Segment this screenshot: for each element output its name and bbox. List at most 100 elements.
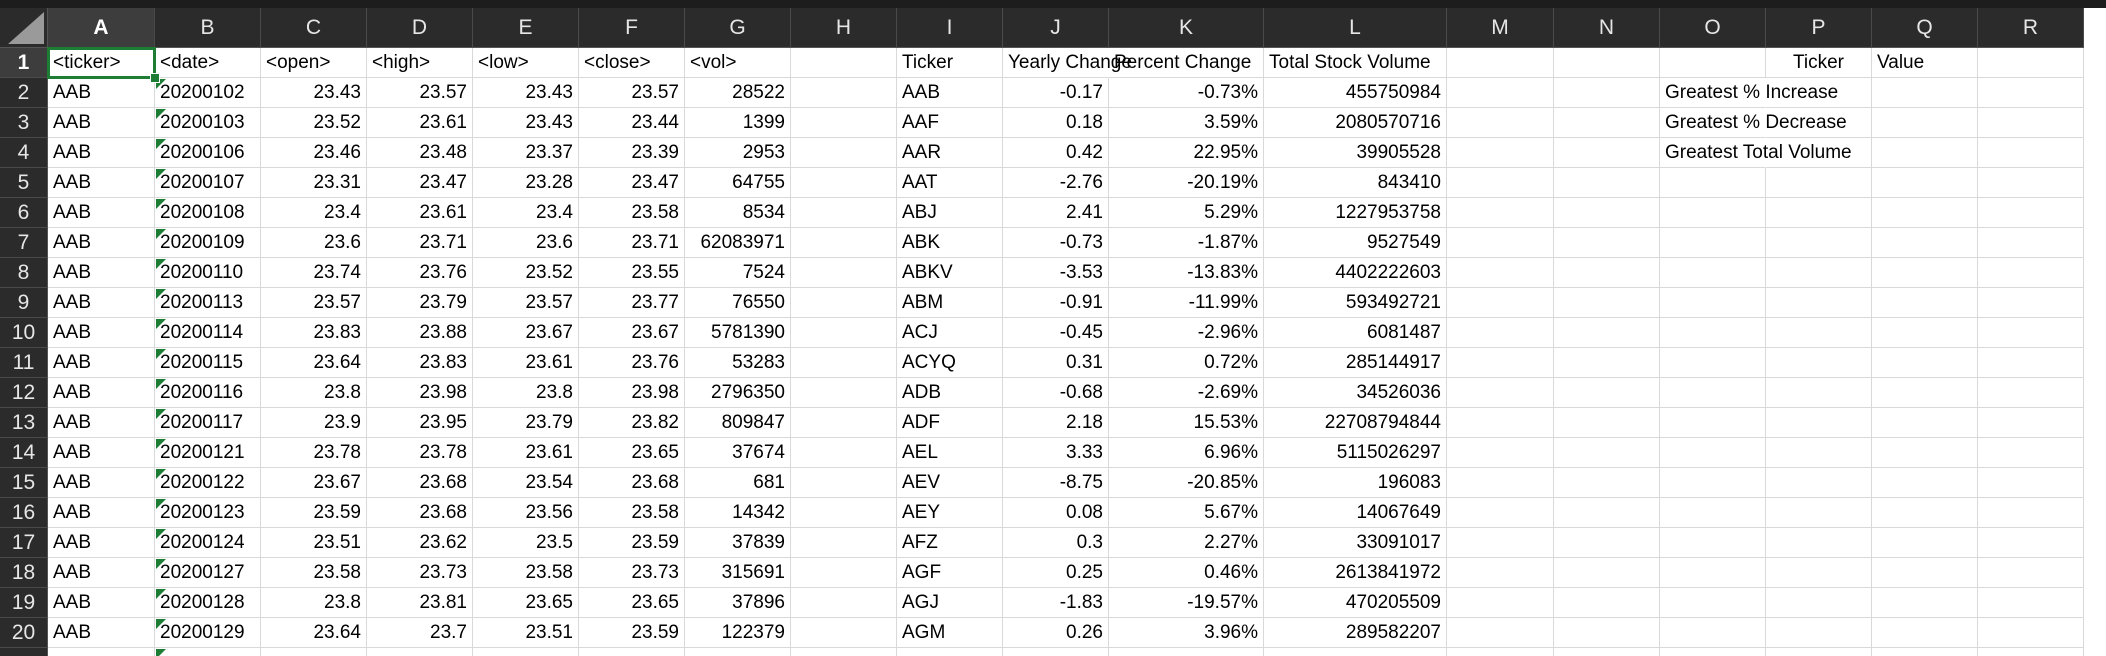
cell-d9[interactable]: 23.79 [367, 288, 473, 318]
cell-i3[interactable]: AAF [897, 108, 1003, 138]
cell-l18[interactable]: 2613841972 [1264, 558, 1447, 588]
row-header-11[interactable]: 11 [0, 348, 48, 378]
cell-k7[interactable]: -1.87% [1109, 228, 1264, 258]
cell-b5[interactable]: 20200107 [155, 168, 261, 198]
cell-h14[interactable] [791, 438, 897, 468]
cell-b8[interactable]: 20200110 [155, 258, 261, 288]
row-header-16[interactable]: 16 [0, 498, 48, 528]
cell-p16[interactable] [1766, 498, 1872, 528]
cell-l14[interactable]: 5115026297 [1264, 438, 1447, 468]
cell-e12[interactable]: 23.8 [473, 378, 579, 408]
cell-p17[interactable] [1766, 528, 1872, 558]
cell-a7[interactable]: AAB [48, 228, 155, 258]
cell-o10[interactable] [1660, 318, 1766, 348]
cell-o9[interactable] [1660, 288, 1766, 318]
cell-i4[interactable]: AAR [897, 138, 1003, 168]
cell-f20[interactable]: 23.59 [579, 618, 685, 648]
column-header-m[interactable]: M [1447, 8, 1554, 48]
cell-c18[interactable]: 23.58 [261, 558, 367, 588]
cell-i19[interactable]: AGJ [897, 588, 1003, 618]
column-header-a[interactable]: A [48, 8, 155, 48]
cell-n4[interactable] [1554, 138, 1660, 168]
cell-i5[interactable]: AAT [897, 168, 1003, 198]
cell-c8[interactable]: 23.74 [261, 258, 367, 288]
cell-d8[interactable]: 23.76 [367, 258, 473, 288]
cell-d7[interactable]: 23.71 [367, 228, 473, 258]
cell-q17[interactable] [1872, 528, 1978, 558]
row-header-3[interactable]: 3 [0, 108, 48, 138]
row-header-5[interactable]: 5 [0, 168, 48, 198]
cell-f13[interactable]: 23.82 [579, 408, 685, 438]
cell-n17[interactable] [1554, 528, 1660, 558]
cell-e20[interactable]: 23.51 [473, 618, 579, 648]
cell-j1[interactable]: Yearly Change [1003, 48, 1132, 78]
cell-b14[interactable]: 20200121 [155, 438, 261, 468]
cell-e9[interactable]: 23.57 [473, 288, 579, 318]
cell-m2[interactable] [1447, 78, 1554, 108]
cell-c16[interactable]: 23.59 [261, 498, 367, 528]
cell-b1[interactable]: <date> [155, 48, 261, 78]
cell-o5[interactable] [1660, 168, 1766, 198]
cell-partial-row[interactable] [791, 648, 897, 656]
cell-q5[interactable] [1872, 168, 1978, 198]
cell-o13[interactable] [1660, 408, 1766, 438]
cell-q13[interactable] [1872, 408, 1978, 438]
cell-c9[interactable]: 23.57 [261, 288, 367, 318]
cell-n19[interactable] [1554, 588, 1660, 618]
cell-l17[interactable]: 33091017 [1264, 528, 1447, 558]
cell-i12[interactable]: ADB [897, 378, 1003, 408]
cell-a5[interactable]: AAB [48, 168, 155, 198]
number-stored-as-text-indicator-icon[interactable] [156, 229, 166, 239]
cell-o1[interactable] [1660, 48, 1766, 78]
cell-d3[interactable]: 23.61 [367, 108, 473, 138]
cell-a17[interactable]: AAB [48, 528, 155, 558]
cell-partial-row[interactable] [579, 648, 685, 656]
cell-h11[interactable] [791, 348, 897, 378]
cell-partial-row[interactable] [1003, 648, 1109, 656]
cell-a9[interactable]: AAB [48, 288, 155, 318]
cell-a11[interactable]: AAB [48, 348, 155, 378]
cell-q6[interactable] [1872, 198, 1978, 228]
row-header-1[interactable]: 1 [0, 48, 48, 78]
column-header-b[interactable]: B [155, 8, 261, 48]
cell-j7[interactable]: -0.73 [1003, 228, 1109, 258]
cell-a4[interactable]: AAB [48, 138, 155, 168]
cell-m6[interactable] [1447, 198, 1554, 228]
cell-b10[interactable]: 20200114 [155, 318, 261, 348]
cell-e18[interactable]: 23.58 [473, 558, 579, 588]
cell-p8[interactable] [1766, 258, 1872, 288]
cell-o17[interactable] [1660, 528, 1766, 558]
cell-h13[interactable] [791, 408, 897, 438]
cell-j19[interactable]: -1.83 [1003, 588, 1109, 618]
cell-i10[interactable]: ACJ [897, 318, 1003, 348]
cell-g14[interactable]: 37674 [685, 438, 791, 468]
cell-i13[interactable]: ADF [897, 408, 1003, 438]
cell-r13[interactable] [1978, 408, 2084, 438]
cell-d5[interactable]: 23.47 [367, 168, 473, 198]
column-header-n[interactable]: N [1554, 8, 1660, 48]
fill-handle[interactable] [150, 73, 160, 83]
cell-q2[interactable] [1872, 78, 1978, 108]
cell-p10[interactable] [1766, 318, 1872, 348]
number-stored-as-text-indicator-icon[interactable] [156, 499, 166, 509]
cell-f2[interactable]: 23.57 [579, 78, 685, 108]
cell-r18[interactable] [1978, 558, 2084, 588]
cell-g8[interactable]: 7524 [685, 258, 791, 288]
cell-m8[interactable] [1447, 258, 1554, 288]
cell-m19[interactable] [1447, 588, 1554, 618]
cell-k3[interactable]: 3.59% [1109, 108, 1264, 138]
column-header-g[interactable]: G [685, 8, 791, 48]
cell-c6[interactable]: 23.4 [261, 198, 367, 228]
cell-j18[interactable]: 0.25 [1003, 558, 1109, 588]
row-header-2[interactable]: 2 [0, 78, 48, 108]
cell-o6[interactable] [1660, 198, 1766, 228]
cell-r1[interactable] [1978, 48, 2084, 78]
cell-q19[interactable] [1872, 588, 1978, 618]
cell-partial-row[interactable] [261, 648, 367, 656]
cell-g4[interactable]: 2953 [685, 138, 791, 168]
cell-r3[interactable] [1978, 108, 2084, 138]
cell-i11[interactable]: ACYQ [897, 348, 1003, 378]
cell-m13[interactable] [1447, 408, 1554, 438]
cell-l6[interactable]: 1227953758 [1264, 198, 1447, 228]
cell-m7[interactable] [1447, 228, 1554, 258]
